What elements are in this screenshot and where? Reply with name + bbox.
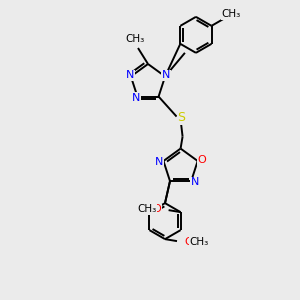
Text: N: N xyxy=(155,157,164,167)
Text: N: N xyxy=(162,70,170,80)
Text: CH₃: CH₃ xyxy=(222,9,241,19)
Text: O: O xyxy=(184,237,194,247)
Text: N: N xyxy=(191,177,199,187)
Text: CH₃: CH₃ xyxy=(137,204,156,214)
Text: O: O xyxy=(152,204,161,214)
Text: CH₃: CH₃ xyxy=(125,34,145,44)
Text: O: O xyxy=(197,155,206,165)
Text: N: N xyxy=(132,93,141,103)
Text: S: S xyxy=(178,111,186,124)
Text: CH₃: CH₃ xyxy=(189,237,208,247)
Text: N: N xyxy=(126,70,134,80)
